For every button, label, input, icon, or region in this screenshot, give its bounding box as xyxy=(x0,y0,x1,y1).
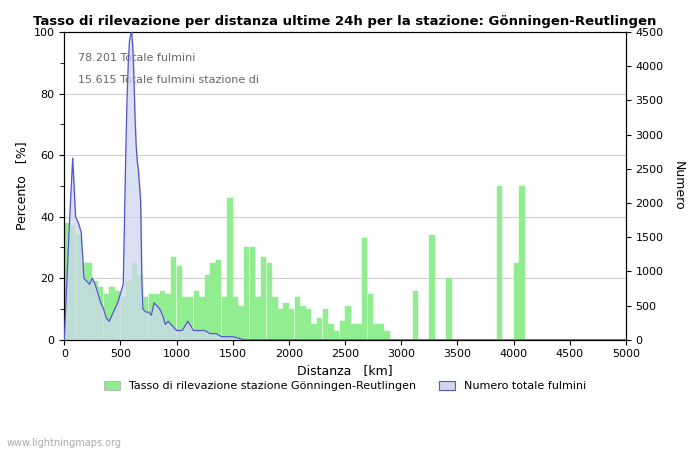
Bar xyxy=(384,330,390,340)
Bar xyxy=(239,306,244,340)
Bar xyxy=(120,297,126,340)
Bar xyxy=(345,306,351,340)
Bar xyxy=(126,281,132,340)
Legend: Tasso di rilevazione stazione Gönningen-Reutlingen, Numero totale fulmini: Tasso di rilevazione stazione Gönningen-… xyxy=(99,376,591,396)
Text: www.lightningmaps.org: www.lightningmaps.org xyxy=(7,438,122,448)
Bar xyxy=(76,235,81,340)
Bar xyxy=(356,324,362,340)
Bar xyxy=(379,324,384,340)
Bar xyxy=(250,248,255,340)
Bar xyxy=(222,297,227,340)
Text: 78.201 Totale fulmini: 78.201 Totale fulmini xyxy=(78,54,196,63)
Bar xyxy=(81,263,87,340)
Bar xyxy=(211,263,216,340)
Title: Tasso di rilevazione per distanza ultime 24h per la stazione: Gönningen-Reutling: Tasso di rilevazione per distanza ultime… xyxy=(34,15,657,28)
Bar xyxy=(351,324,356,340)
Bar xyxy=(497,186,502,340)
Bar xyxy=(272,297,278,340)
Bar xyxy=(205,275,210,340)
Bar xyxy=(362,238,368,340)
Bar xyxy=(519,186,524,340)
Bar xyxy=(104,293,109,340)
Bar xyxy=(244,248,249,340)
Bar xyxy=(109,288,115,340)
Bar xyxy=(171,256,176,340)
Bar xyxy=(429,235,435,340)
Bar xyxy=(340,321,345,340)
Y-axis label: Numero: Numero xyxy=(672,161,685,211)
Bar xyxy=(446,278,452,340)
Bar xyxy=(148,293,154,340)
Bar xyxy=(317,318,323,340)
Bar xyxy=(295,297,300,340)
Bar xyxy=(92,281,98,340)
Bar xyxy=(284,303,289,340)
Bar xyxy=(233,297,238,340)
Bar xyxy=(261,256,266,340)
Y-axis label: Percento   [%]: Percento [%] xyxy=(15,142,28,230)
Bar xyxy=(300,306,306,340)
Bar xyxy=(514,263,519,340)
Bar xyxy=(228,198,232,340)
Bar xyxy=(143,297,148,340)
X-axis label: Distanza   [km]: Distanza [km] xyxy=(298,364,393,377)
Bar xyxy=(176,266,182,340)
Text: 15.615 Totale fulmini stazione di: 15.615 Totale fulmini stazione di xyxy=(78,75,259,85)
Bar xyxy=(373,324,379,340)
Bar xyxy=(334,330,340,340)
Bar xyxy=(87,263,92,340)
Bar xyxy=(289,309,295,340)
Bar xyxy=(278,309,284,340)
Bar xyxy=(98,288,104,340)
Bar xyxy=(160,291,165,340)
Bar xyxy=(328,324,334,340)
Bar xyxy=(312,324,317,340)
Bar xyxy=(70,226,76,340)
Bar xyxy=(132,263,137,340)
Bar xyxy=(199,297,204,340)
Bar xyxy=(64,223,70,340)
Bar xyxy=(256,297,260,340)
Bar xyxy=(306,309,312,340)
Bar xyxy=(182,297,188,340)
Bar xyxy=(267,263,272,340)
Bar xyxy=(115,291,120,340)
Bar xyxy=(137,275,143,340)
Bar xyxy=(165,293,171,340)
Bar xyxy=(323,309,328,340)
Bar xyxy=(412,291,418,340)
Bar xyxy=(154,293,160,340)
Bar xyxy=(188,297,193,340)
Bar xyxy=(368,293,373,340)
Bar xyxy=(193,291,199,340)
Bar xyxy=(216,260,221,340)
